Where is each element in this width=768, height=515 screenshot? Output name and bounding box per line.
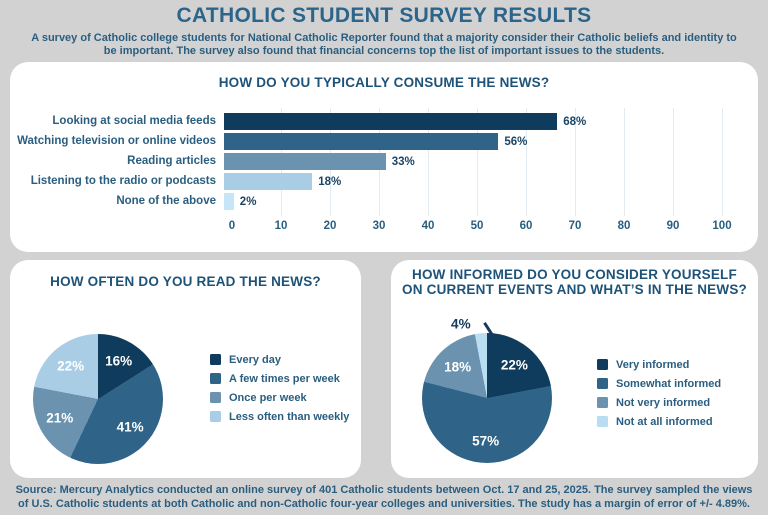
- pie-value-label: 57%: [472, 433, 500, 449]
- bar-value-label: 33%: [391, 155, 415, 168]
- legend-swatch: [210, 411, 221, 422]
- legend-item: Not very informed: [597, 393, 721, 412]
- bar-chart: Looking at social media feeds 68% Watching…: [10, 62, 758, 252]
- bar-zone: 68%: [224, 113, 714, 130]
- pie-value-label: 22%: [57, 358, 85, 374]
- legend-item: Every day: [210, 350, 349, 369]
- bar-zone: 2%: [224, 193, 714, 210]
- bar-category-label: Watching television or online videos: [17, 135, 216, 147]
- legend-label: Less often than weekly: [229, 410, 350, 423]
- gridline: [624, 108, 625, 216]
- pie-value-label: 4%: [451, 316, 471, 332]
- bar-row: Listening to the radio or podcasts 18%: [10, 173, 742, 190]
- bar-value-label: 2%: [239, 195, 257, 208]
- read-frequency-legend: Every day A few times per week Once per we…: [210, 350, 349, 426]
- legend-label: Very informed: [616, 358, 690, 371]
- bar: [224, 133, 499, 150]
- gridline: [526, 108, 527, 216]
- legend-swatch: [597, 359, 608, 370]
- bar-row: Reading articles 33%: [10, 153, 742, 170]
- informed-legend: Very informed Somewhat informed Not very i…: [597, 355, 721, 431]
- x-axis-tick: 10: [274, 220, 288, 232]
- legend-label: Not at all informed: [616, 415, 713, 428]
- bar-value-label: 68%: [563, 115, 587, 128]
- page-subtitle: A survey of Catholic college students fo…: [31, 32, 737, 57]
- legend-swatch: [210, 373, 221, 384]
- legend-label: Not very informed: [616, 396, 711, 409]
- bar-value-label: 56%: [504, 135, 528, 148]
- legend-label: Every day: [229, 353, 281, 366]
- x-axis-tick: 20: [323, 220, 337, 232]
- bar-category-label: Reading articles: [127, 155, 216, 167]
- legend-label: Once per week: [229, 391, 307, 404]
- legend-swatch: [597, 397, 608, 408]
- bar: [224, 153, 386, 170]
- legend-item: Somewhat informed: [597, 374, 721, 393]
- bar: [224, 193, 234, 210]
- gridline: [428, 108, 429, 216]
- informed-panel: HOW INFORMED DO YOU CONSIDER YOURSELF ON…: [391, 260, 758, 478]
- page-title: CATHOLIC STUDENT SURVEY RESULTS: [176, 4, 592, 27]
- legend-swatch: [210, 392, 221, 403]
- pie-value-label: 16%: [105, 353, 133, 369]
- x-axis-tick: 100: [712, 220, 732, 232]
- read-frequency-pie: 16% 41% 21% 22%: [33, 334, 163, 464]
- legend-item: Not at all informed: [597, 412, 721, 431]
- pie1-title: HOW OFTEN DO YOU READ THE NEWS?: [50, 274, 321, 289]
- x-axis-tick: 0: [228, 220, 236, 232]
- pie-value-label: 22%: [500, 357, 528, 373]
- legend-item: A few times per week: [210, 369, 349, 388]
- gridline: [575, 108, 576, 216]
- source-note: Source: Mercury Analytics conducted an o…: [15, 484, 753, 510]
- x-axis-tick: 70: [568, 220, 582, 232]
- footer: Source: Mercury Analytics conducted an o…: [0, 484, 768, 511]
- legend-swatch: [210, 354, 221, 365]
- legend-item: Very informed: [597, 355, 721, 374]
- callout-line: [483, 322, 495, 338]
- bar: [224, 173, 313, 190]
- bar-row: Looking at social media feeds 68%: [10, 113, 742, 130]
- legend-swatch: [597, 416, 608, 427]
- pie-value-label: 41%: [116, 419, 144, 435]
- legend-item: Less often than weekly: [210, 407, 349, 426]
- legend-item: Once per week: [210, 388, 349, 407]
- informed-pie: 22% 57% 18% 4%: [422, 317, 552, 463]
- bar-zone: 56%: [224, 133, 714, 150]
- bar-zone: 33%: [224, 153, 714, 170]
- bar-rows: Looking at social media feeds 68% Watching…: [10, 113, 742, 213]
- bar-value-label: 18%: [318, 175, 342, 188]
- bar-category-label: Looking at social media feeds: [52, 115, 216, 127]
- bar-row: Watching television or online videos 56%: [10, 133, 742, 150]
- bar-category-label: Listening to the radio or podcasts: [30, 175, 216, 187]
- legend-swatch: [597, 378, 608, 389]
- pie-value-label: 21%: [46, 410, 74, 426]
- gridline: [722, 108, 723, 216]
- bar: [224, 113, 558, 130]
- x-axis: 0 10 20 30 40 50 60 70 80 90 100: [228, 220, 732, 234]
- header: CATHOLIC STUDENT SURVEY RESULTS A survey…: [0, 4, 768, 57]
- x-axis-tick: 50: [470, 220, 484, 232]
- x-axis-tick: 40: [421, 220, 435, 232]
- legend-label: A few times per week: [229, 372, 340, 385]
- x-axis-tick: 80: [617, 220, 631, 232]
- gridline: [673, 108, 674, 216]
- bar-category-label: None of the above: [116, 195, 216, 207]
- gridline: [477, 108, 478, 216]
- x-axis-tick: 60: [519, 220, 533, 232]
- bar-zone: 18%: [224, 173, 714, 190]
- bar-chart-panel: HOW DO YOU TYPICALLY CONSUME THE NEWS? L…: [10, 62, 758, 252]
- read-frequency-panel: HOW OFTEN DO YOU READ THE NEWS? 16% 41% 21…: [10, 260, 361, 478]
- pie-value-label: 18%: [444, 359, 472, 375]
- x-axis-tick: 30: [372, 220, 386, 232]
- bar-chart-title: HOW DO YOU TYPICALLY CONSUME THE NEWS?: [218, 75, 550, 90]
- x-axis-tick: 90: [666, 220, 680, 232]
- pie2-title: HOW INFORMED DO YOU CONSIDER YOURSELF ON…: [402, 267, 747, 297]
- legend-label: Somewhat informed: [616, 377, 722, 390]
- bar-row: None of the above 2%: [10, 193, 742, 210]
